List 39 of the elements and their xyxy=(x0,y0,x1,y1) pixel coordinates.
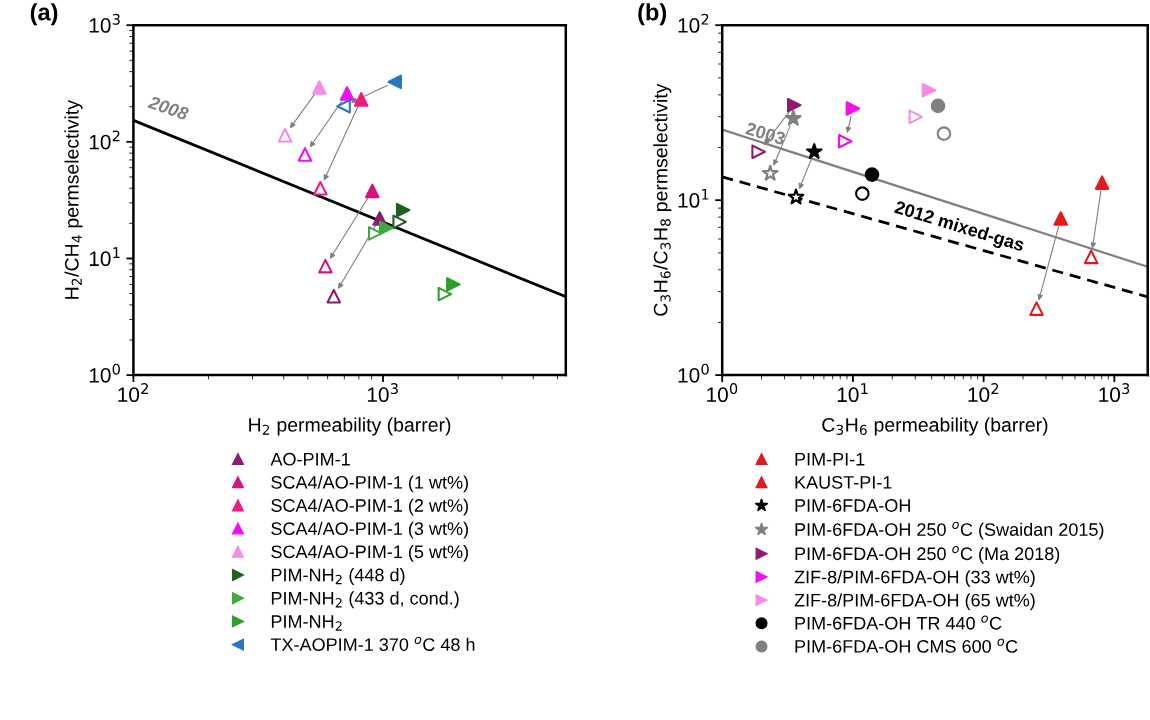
y-tick-label: 10$^{1}$ xyxy=(89,247,120,267)
legend-label: PIM-NH$_{2}$ (448 d) xyxy=(271,568,405,585)
legend-label: ZIF-8/PIM-6FDA-OH (33 wt%) xyxy=(794,570,1035,587)
legend-label: SCA4/AO-PIM-1 (5 wt%) xyxy=(271,544,468,562)
legend-label: KAUST-PI-1 xyxy=(795,475,892,489)
x-tick-label: 10$^{1}$ xyxy=(837,383,868,403)
legend-label: AO-PIM-1 xyxy=(270,452,350,466)
legend-label: PIM-NH$_{2}$ xyxy=(271,615,342,631)
annotation: 2008 xyxy=(147,95,190,121)
legend-label: PIM-NH$_{2}$ (433 d, cond.) xyxy=(271,591,459,609)
legend-label: ZIF-8/PIM-6FDA-OH (65 wt%) xyxy=(794,593,1035,611)
y-tick-label: 10$^{2}$ xyxy=(678,13,709,33)
legend-label: SCA4/AO-PIM-1 (2 wt%) xyxy=(271,498,468,516)
x-tick-label: 10$^{3}$ xyxy=(367,383,398,403)
x-tick-label: 10$^{0}$ xyxy=(707,383,738,403)
legend-label: PIM-PI-1 xyxy=(795,452,865,466)
x-tick-label: 10$^{3}$ xyxy=(1099,383,1130,403)
legend-label: PIM-6FDA-OH TR 440 $^{o}$C xyxy=(795,615,1002,630)
y-axis-title: H$_{2}$/CH$_{4}$ permselectivity xyxy=(64,100,83,299)
y-tick-label: 10$^{0}$ xyxy=(678,363,709,383)
legend-label: SCA4/AO-PIM-1 (3 wt%) xyxy=(271,521,468,539)
y-tick-label: 10$^{1}$ xyxy=(678,188,709,208)
legend-label: PIM-6FDA-OH 250 $^{o}$C (Swaidan 2015) xyxy=(795,521,1104,540)
legend-label: SCA4/AO-PIM-1 (1 wt%) xyxy=(271,475,468,493)
x-tick-label: 10$^{2}$ xyxy=(968,383,999,403)
chart-title: (b) xyxy=(638,3,667,26)
y-tick-label: 10$^{2}$ xyxy=(89,130,120,150)
x-tick-label: 10$^{2}$ xyxy=(118,383,148,403)
y-tick-label: 10$^{3}$ xyxy=(89,13,120,33)
chart-title: (a) xyxy=(30,3,58,26)
legend-label: PIM-6FDA-OH xyxy=(795,499,910,512)
y-tick-label: 10$^{0}$ xyxy=(89,363,120,383)
legend-label: PIM-6FDA-OH CMS 600 $^{o}$C xyxy=(795,638,1018,653)
annotation: 2003 xyxy=(745,121,787,146)
x-axis-title: H$_{2}$ permeability (barrer) xyxy=(249,417,451,436)
legend-label: TX-AOPIM-1 370 $^{o}$C 48 h xyxy=(270,636,475,651)
x-axis-title: C$_{3}$H$_{6}$ permeability (barrer) xyxy=(822,417,1048,436)
legend-label: PIM-6FDA-OH 250 $^{o}$C (Ma 2018) xyxy=(795,545,1060,564)
text: C$_{3}$H$_{6}$/C$_{3}$H$_{8}$ permselectivity xyxy=(653,83,672,316)
